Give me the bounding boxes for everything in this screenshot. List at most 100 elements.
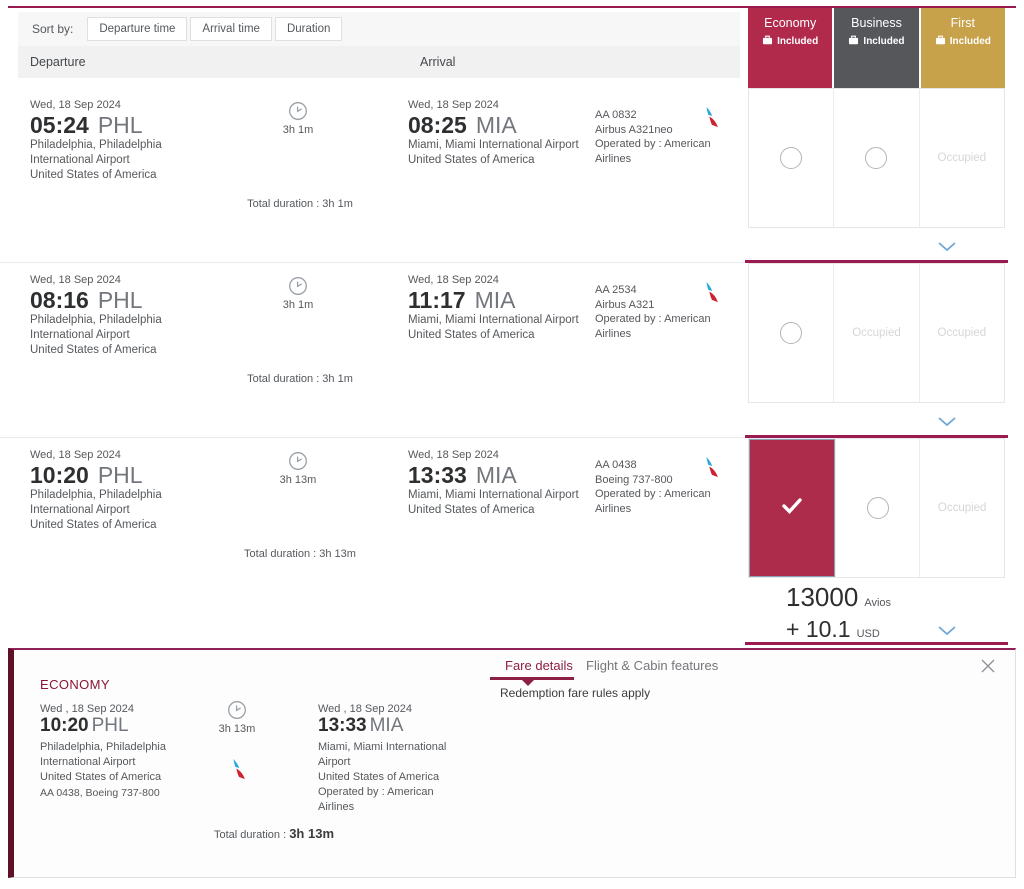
fare-cells: Occupied <box>748 438 1005 578</box>
close-icon[interactable] <box>980 658 996 679</box>
flight-number: AA 0832 <box>595 109 637 121</box>
economy-fare-cell[interactable] <box>749 89 833 227</box>
check-icon <box>781 497 803 520</box>
top-accent-line <box>8 6 1016 8</box>
operated-by: Operated by : American Airlines <box>595 138 711 165</box>
aircraft-type: Airbus A321 <box>595 298 655 311</box>
active-tab-caret <box>522 680 534 686</box>
operated-by: Operated by : American Airlines <box>595 313 711 340</box>
fare-class-headers: Economy Included Business Included First… <box>748 8 1005 88</box>
arrival-time: 11:17 MIA <box>408 287 516 313</box>
row-separator <box>0 262 745 263</box>
departure-date: Wed, 18 Sep 2024 <box>30 99 121 111</box>
cash-amount: + 10.1 <box>786 616 851 642</box>
tab-fare-details[interactable]: Fare details <box>505 658 573 673</box>
economy-fare-cell-selected[interactable] <box>749 439 835 577</box>
arrival-date: Wed, 18 Sep 2024 <box>408 99 499 111</box>
baggage-icon <box>848 35 859 48</box>
departure-date: Wed, 18 Sep 2024 <box>30 274 121 286</box>
arrival-airport-name: Miami, Miami International Airport United… <box>408 489 579 516</box>
first-label: First <box>950 16 975 30</box>
flight-number: AA 0438 <box>595 459 637 471</box>
expand-chevron-down-icon[interactable] <box>938 238 956 256</box>
departure-time: 10:20 PHL <box>40 715 129 736</box>
arrival-airport-name: Miami, Miami International Airport United… <box>408 314 579 341</box>
tab-flight-cabin-features[interactable]: Flight & Cabin features <box>586 658 719 673</box>
first-fare-cell: Occupied <box>918 89 1004 227</box>
arrival-airport-code: MIA <box>475 462 517 488</box>
american-airlines-logo-icon <box>700 456 722 485</box>
aircraft-type: Boeing 737-800 <box>595 473 673 486</box>
expand-chevron-down-icon[interactable] <box>938 413 956 431</box>
flight-duration: 3h 13m <box>279 474 317 486</box>
flight-duration: 3h 1m <box>282 124 314 136</box>
row-accent-line <box>745 435 1008 438</box>
departure-column-header: Departure <box>30 55 86 69</box>
row-accent-line <box>745 260 1008 263</box>
baggage-included-label: Included <box>949 36 991 47</box>
departure-airport-name: Philadelphia, Philadelphia International … <box>30 139 162 181</box>
economy-fare-radio[interactable] <box>780 147 803 169</box>
business-fare-cell[interactable] <box>834 439 920 577</box>
business-fare-radio[interactable] <box>866 497 889 519</box>
sort-arrival-time-button[interactable]: Arrival time <box>190 17 272 41</box>
business-fare-cell: Occupied <box>833 264 918 402</box>
arrival-airport-name: Miami, Miami International Airport United … <box>318 741 447 813</box>
clock-icon <box>227 700 247 725</box>
arrival-time: 13:33 MIA <box>318 715 404 736</box>
baggage-included-label: Included <box>863 36 905 47</box>
clock-icon <box>288 276 308 301</box>
departure-time: 05:24 PHL <box>30 112 143 138</box>
arrival-airport-code: MIA <box>474 287 516 313</box>
sort-bar: Sort by: Departure time Arrival time Dur… <box>18 12 740 46</box>
operated-by: Operated by : American Airlines <box>595 488 711 515</box>
first-fare-cell: Occupied <box>918 264 1004 402</box>
clock-icon <box>288 451 308 476</box>
departure-airport-name: Philadelphia, Philadelphia International … <box>30 314 162 356</box>
occupied-label: Occupied <box>937 502 987 514</box>
departure-time: 10:20 PHL <box>30 462 143 488</box>
cash-unit: USD <box>856 628 880 640</box>
arrival-date: Wed , 18 Sep 2024 <box>318 703 412 715</box>
flight-row: Wed, 18 Sep 2024 08:16 PHL Philadelphia, … <box>0 263 1024 438</box>
business-fare-radio[interactable] <box>865 147 888 169</box>
baggage-icon <box>762 35 773 48</box>
row-separator <box>0 437 745 438</box>
departure-time: 08:16 PHL <box>30 287 143 313</box>
arrival-column-header: Arrival <box>420 55 456 69</box>
arrival-date: Wed, 18 Sep 2024 <box>408 449 499 461</box>
panel-departure-info: Wed , 18 Sep 2024 10:20 PHL Philadelphia,… <box>40 650 210 877</box>
flight-number-aircraft: AA 0438, Boeing 737-800 <box>40 787 160 799</box>
economy-fare-radio[interactable] <box>780 322 803 344</box>
departure-airport-code: PHL <box>97 287 143 313</box>
fare-price: 13000 Avios + 10.1 USD <box>786 582 891 643</box>
column-header-band: Departure Arrival <box>18 46 740 78</box>
total-duration: Total duration : 3h 1m <box>247 198 353 210</box>
total-duration: Total duration : 3h 13m <box>244 548 356 560</box>
first-fare-cell: Occupied <box>919 439 1004 577</box>
american-airlines-logo-icon <box>700 281 722 310</box>
expand-chevron-down-icon[interactable] <box>938 622 956 640</box>
arrival-time: 08:25 MIA <box>408 112 517 138</box>
total-duration: Total duration : 3h 1m <box>247 373 353 385</box>
first-class-header: First Included <box>920 8 1005 88</box>
occupied-label: Occupied <box>937 152 987 164</box>
arrival-airport-code: MIA <box>369 715 404 736</box>
flight-duration: 3h 13m <box>218 723 256 735</box>
departure-date: Wed, 18 Sep 2024 <box>30 449 121 461</box>
flight-details: AA 2534 Airbus A321 Operated by : Americ… <box>595 283 745 341</box>
total-duration-value: 3h 13m <box>289 826 335 841</box>
panel-arrival-info: Wed , 18 Sep 2024 13:33 MIA Miami, Miami … <box>318 650 488 877</box>
baggage-icon <box>935 35 946 48</box>
american-airlines-logo-icon <box>700 106 722 135</box>
occupied-label: Occupied <box>852 327 901 339</box>
panel-total-duration: Total duration : 3h 13m <box>213 826 335 841</box>
sort-departure-time-button[interactable]: Departure time <box>87 17 188 41</box>
economy-fare-cell[interactable] <box>749 264 833 402</box>
economy-class-header: Economy Included <box>748 8 833 88</box>
sort-duration-button[interactable]: Duration <box>274 17 343 41</box>
american-airlines-logo-icon <box>227 758 249 787</box>
departure-date: Wed , 18 Sep 2024 <box>40 703 134 715</box>
flight-duration: 3h 1m <box>282 299 314 311</box>
business-fare-cell[interactable] <box>833 89 918 227</box>
